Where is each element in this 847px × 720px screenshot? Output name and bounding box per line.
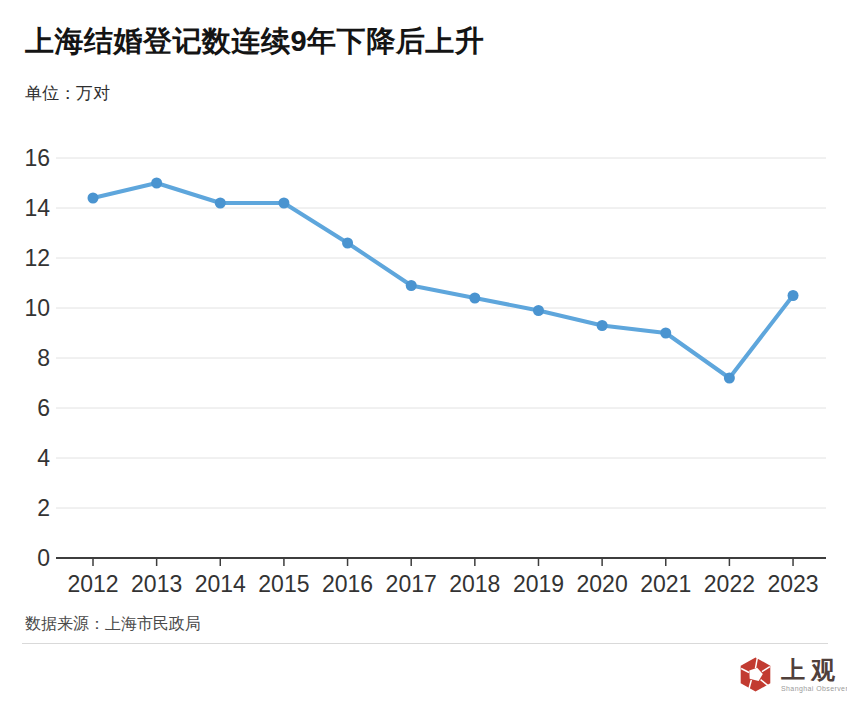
y-axis-tick-label: 12	[24, 245, 50, 271]
y-axis-tick-label: 4	[37, 445, 50, 471]
data-point	[469, 293, 480, 304]
x-axis-tick-label: 2023	[767, 571, 818, 597]
x-axis-tick-label: 2015	[258, 571, 309, 597]
data-point	[597, 320, 608, 331]
pinwheel-logo-icon	[737, 656, 774, 693]
footer-divider	[22, 643, 828, 644]
shanghai-observer-logo: 上观 Shanghai Observer	[737, 656, 837, 702]
y-axis-tick-label: 10	[24, 295, 50, 321]
data-point	[724, 373, 735, 384]
y-axis-tick-label: 6	[37, 395, 50, 421]
data-point	[660, 328, 671, 339]
trend-line	[93, 183, 793, 378]
x-axis-tick-label: 2013	[131, 571, 182, 597]
x-axis-tick-label: 2014	[195, 571, 246, 597]
data-point	[151, 178, 162, 189]
x-axis-tick-label: 2019	[513, 571, 564, 597]
x-axis-tick-label: 2020	[577, 571, 628, 597]
data-point	[215, 198, 226, 209]
logo-wordmark: 上观	[781, 657, 847, 683]
y-axis-tick-label: 0	[37, 545, 50, 571]
data-point	[788, 290, 799, 301]
data-point	[533, 305, 544, 316]
x-axis-tick-label: 2021	[640, 571, 691, 597]
pinwheel-shape	[741, 657, 771, 691]
y-axis-tick-label: 2	[37, 495, 50, 521]
data-point	[342, 238, 353, 249]
data-point	[88, 193, 99, 204]
x-axis-tick-label: 2017	[386, 571, 437, 597]
y-axis-tick-label: 16	[24, 145, 50, 171]
line-chart: 0 2 4 6 8 10 12 14 16 2012 2013 2014 2015 2016 2017 201…	[0, 0, 847, 720]
x-axis-tick-label: 2016	[322, 571, 373, 597]
logo-subtitle: Shanghai Observer	[781, 685, 847, 692]
data-source-label: 数据来源：上海市民政局	[25, 614, 201, 635]
data-point	[278, 198, 289, 209]
x-axis-tick-label: 2012	[67, 571, 118, 597]
y-axis-tick-label: 8	[37, 345, 50, 371]
marriage-registrations-infographic: 上海结婚登记数连续9年下降后上升 单位：万对 02468101214162012…	[0, 0, 847, 720]
x-axis-tick-label: 2022	[704, 571, 755, 597]
x-axis-tick-label: 2018	[449, 571, 500, 597]
data-point	[406, 280, 417, 291]
y-axis-tick-label: 14	[24, 195, 50, 221]
